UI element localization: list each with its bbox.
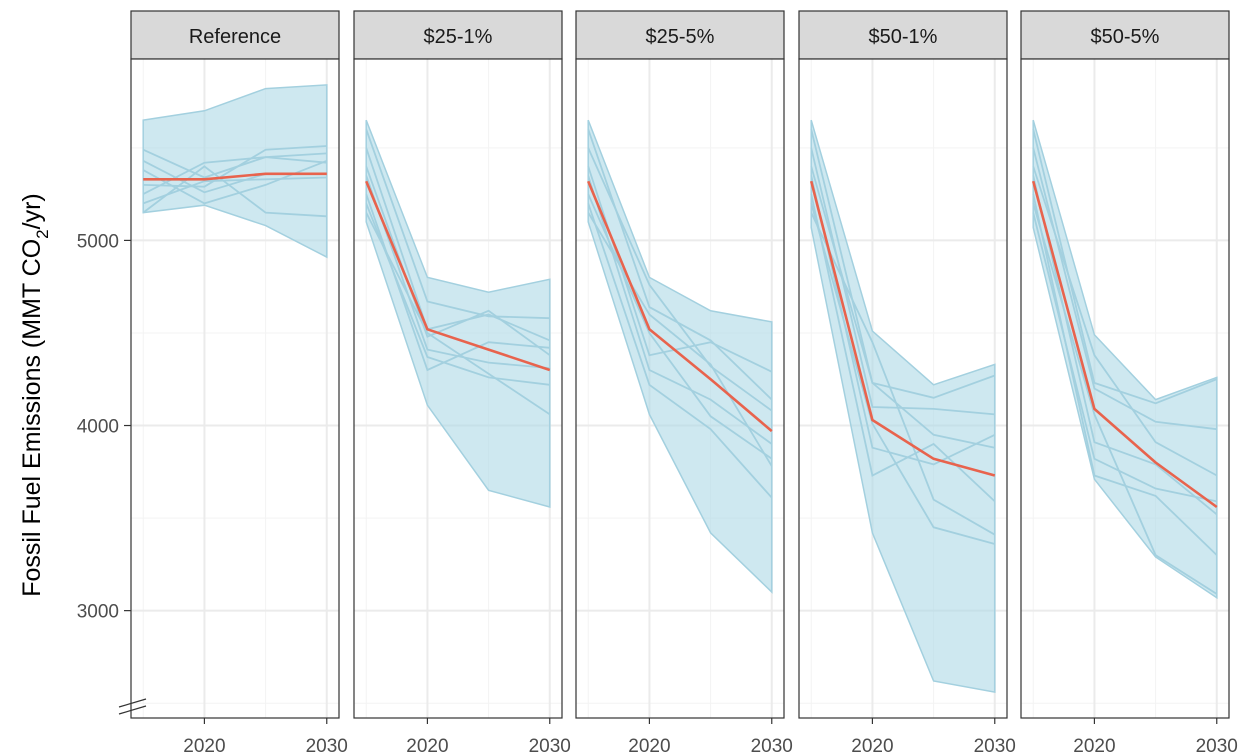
uncertainty-band [1032,119,1218,600]
y-axis: 3000 4000 5000 [77,231,131,623]
central-estimate-line [586,180,773,433]
x-tick-label: 2030 [306,736,348,755]
facet-strip [130,10,340,60]
x-tick-label: 2020 [183,736,225,755]
ensemble-member-line [810,212,996,536]
panel-border [353,58,563,719]
ensemble-member-line [365,212,551,416]
y-axis-label-main: Fossil Fuel Emissions (MMT CO [18,239,46,597]
x-tick-label: 2030 [1196,736,1238,755]
ensemble-member-line [1032,166,1218,477]
facet-strip [798,10,1008,60]
central-estimate-line [1031,180,1218,509]
facet-strip [353,10,563,60]
ensemble-member-line [365,128,550,320]
axis-break-mark [118,698,147,715]
y-tick-label: 4000 [77,417,119,438]
y-tick-label: 3000 [77,602,119,623]
uncertainty-band [365,119,551,508]
facet-panel: $25-5% 2020 2030 [575,10,793,755]
ensemble-member-line [810,193,996,503]
facet-strip-label: $25-5% [646,26,715,48]
x-tick-label: 2020 [1073,736,1115,755]
ensemble-member-line [365,203,550,386]
x-tick-label: 2030 [974,736,1016,755]
facet-panels: Reference 2020 2030 $25-1% 2020 2030 $25-5% 202… [130,10,1238,755]
panel-border [575,58,785,719]
ensemble-member-line [810,166,995,449]
facet-strip [575,10,785,60]
ensemble-member-line [143,145,327,188]
facet-panel: $50-1% 2020 2030 [798,10,1016,755]
panel-border [1020,58,1230,719]
ensemble-member-line [810,129,996,399]
x-tick-label: 2020 [628,736,670,755]
ensemble-member-line [365,166,551,356]
ensemble-member-line [1032,203,1218,595]
axis-break-slash-1 [118,698,147,708]
y-tick-label: 5000 [77,231,119,252]
panel-border [130,58,340,719]
facet-strip-label: $50-1% [869,26,938,48]
x-tick-label: 2020 [851,736,893,755]
facet-panel: $50-5% 2020 2030 [1020,10,1238,755]
ensemble-member-line [1032,147,1217,431]
ensemble-member-line [810,203,996,545]
facet-strip [1020,10,1230,60]
ensemble-member-line [1032,129,1218,405]
facet-strip-label: $50-5% [1091,26,1160,48]
uncertainty-band [587,119,773,594]
ensemble-member-line [587,166,773,373]
ensemble-member-line [587,175,773,445]
panel-border [798,58,1008,719]
central-estimate-line [143,172,327,181]
axis-break-slash-2 [118,705,147,715]
ensemble-member-line [365,147,551,342]
x-tick-label: 2030 [751,736,793,755]
central-estimate-line [364,180,551,372]
ensemble-member-line [587,212,773,467]
facet-panel: Reference 2020 2030 [130,10,348,755]
facet-strip-label: Reference [189,26,281,48]
facet-strip-label: $25-1% [424,26,493,48]
ensemble-member-line [587,203,773,499]
facet-panel: $25-1% 2020 2030 [353,10,571,755]
ensemble-member-line [587,147,773,412]
x-tick-label: 2020 [406,736,448,755]
y-axis-label-tail: /yr) [18,193,46,229]
central-estimate-line [809,180,996,477]
ensemble-member-line [1032,212,1217,503]
y-axis-label-subscript: 2 [33,229,52,238]
x-tick-label: 2030 [529,736,571,755]
ensemble-member-line [142,165,327,218]
ensemble-member-line [142,176,327,205]
y-axis-label: Fossil Fuel Emissions (MMT CO2/yr) [18,193,52,597]
uncertainty-band [810,119,996,693]
